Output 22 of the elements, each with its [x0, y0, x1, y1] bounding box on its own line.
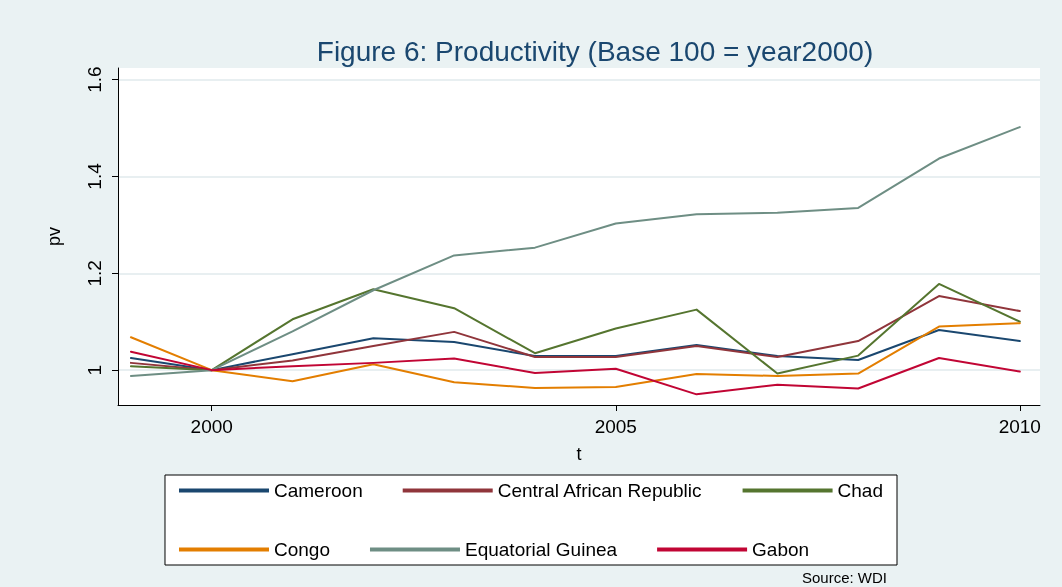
line-series	[129, 322, 1021, 390]
source-note: Source: WDI	[801, 569, 888, 586]
legend-label: Equatorial Guinea	[464, 539, 618, 560]
legend-label: Central African Republic	[497, 480, 702, 501]
y-tick-label: 1	[84, 364, 105, 376]
line-series	[129, 126, 1021, 377]
x-axis-title: t	[576, 444, 582, 464]
legend-label: Gabon	[752, 539, 810, 560]
line-series	[129, 282, 1021, 375]
line-series	[129, 350, 1021, 396]
chart-title: Figure 6: Productivity (Base 100 = year2000)	[316, 35, 874, 67]
legend-label: Chad	[837, 480, 883, 501]
y-tick-label: 1.2	[84, 260, 105, 287]
legend-label: Cameroon	[274, 480, 363, 501]
x-tick-label: 2005	[594, 416, 637, 437]
y-tick-label: 1.6	[84, 66, 105, 93]
line-series	[129, 295, 1021, 372]
x-tick-label: 2000	[190, 416, 233, 437]
legend-label: Congo	[274, 539, 330, 560]
y-axis-title: pv	[44, 226, 64, 247]
y-tick-label: 1.4	[84, 162, 105, 190]
x-tick-label: 2010	[998, 416, 1041, 437]
